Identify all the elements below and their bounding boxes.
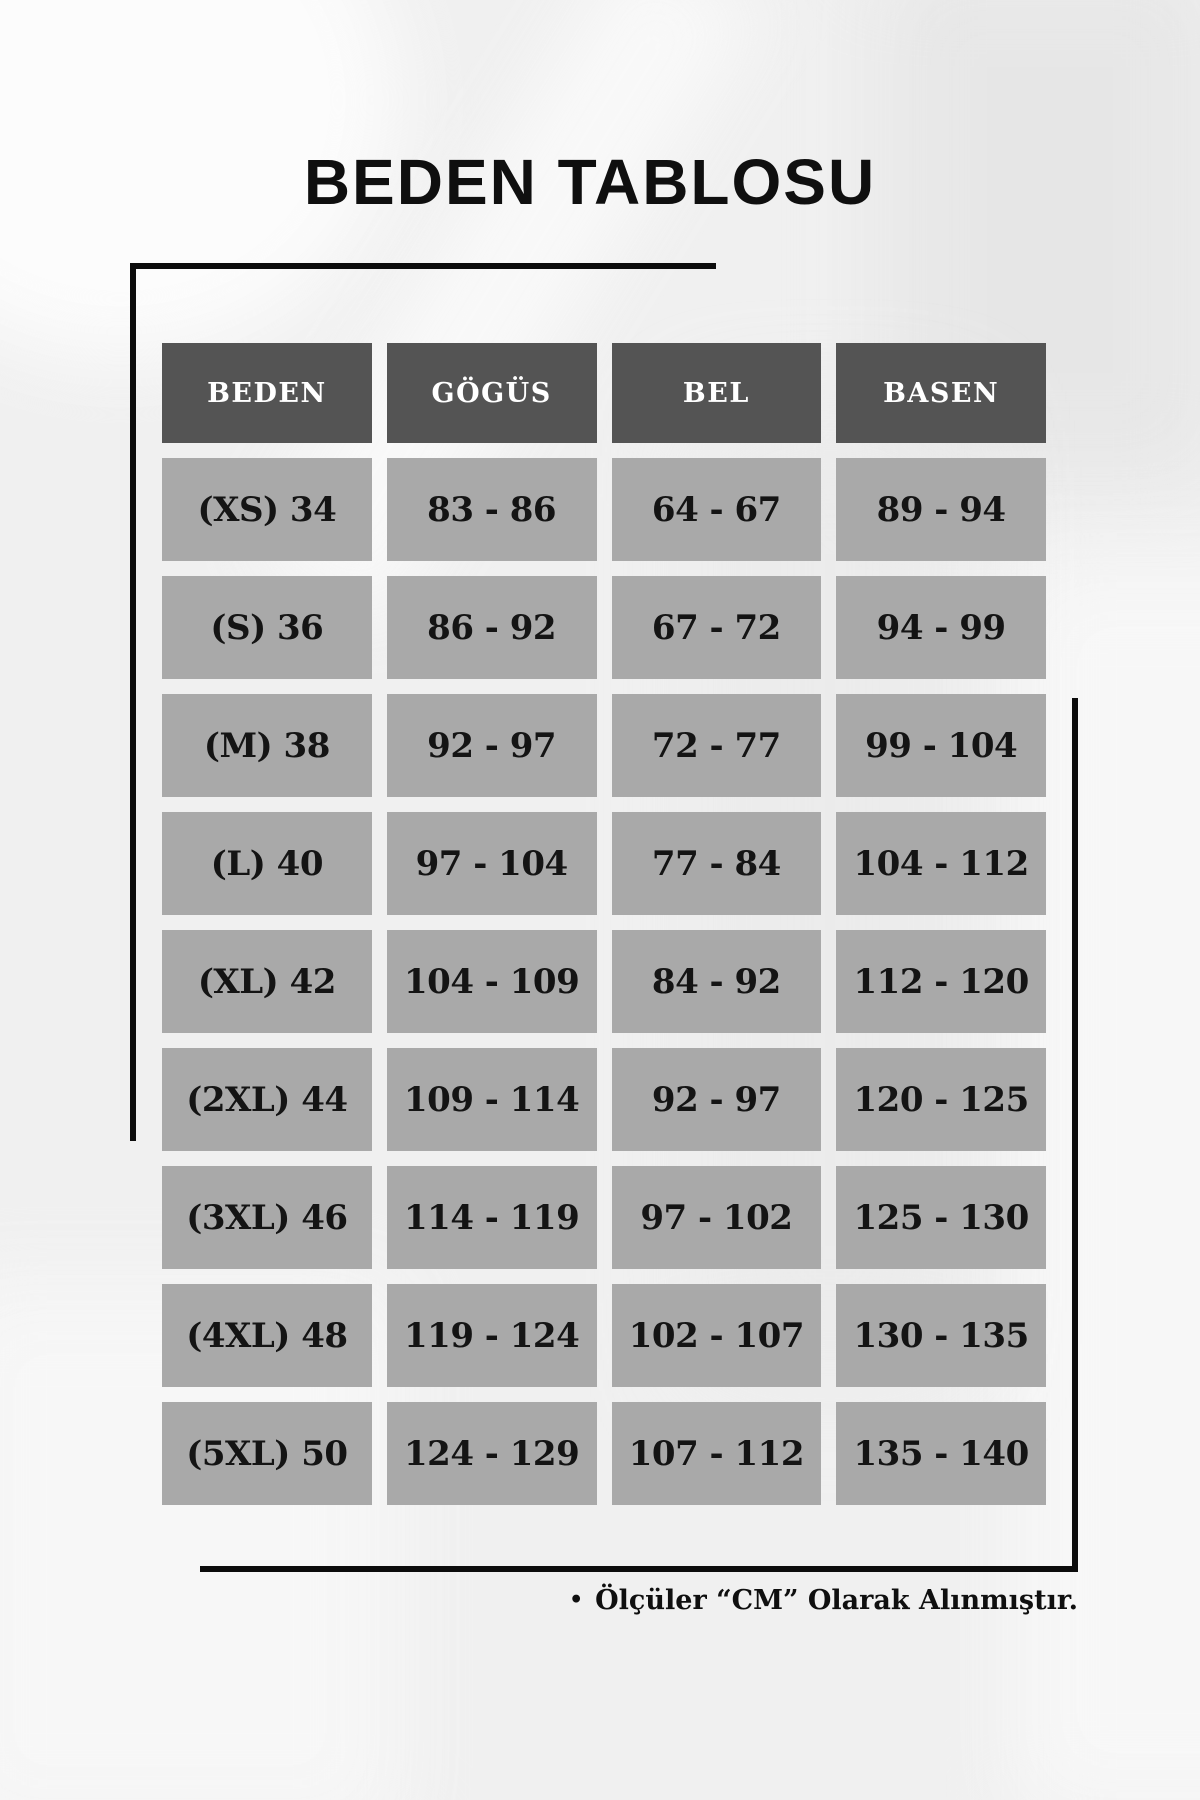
table-cell: 102 - 107 bbox=[611, 1284, 822, 1387]
table-cell: 92 - 97 bbox=[611, 1048, 822, 1151]
table-cell: 83 - 86 bbox=[386, 458, 597, 561]
table-cell: 86 - 92 bbox=[386, 576, 597, 679]
table-cell: 64 - 67 bbox=[611, 458, 822, 561]
header-cell-gogus: GÖGÜS bbox=[386, 343, 597, 443]
table-cell: 94 - 99 bbox=[836, 576, 1046, 679]
table-cell: 119 - 124 bbox=[386, 1284, 597, 1387]
header-cell-beden: BEDEN bbox=[162, 343, 372, 443]
table-cell: 109 - 114 bbox=[386, 1048, 597, 1151]
table-cell: (L) 40 bbox=[162, 812, 372, 915]
table-cell: (5XL) 50 bbox=[162, 1402, 372, 1505]
measurement-note: • Ölçüler “CM” Olarak Alınmıştır. bbox=[400, 1585, 1078, 1616]
table-cell: 107 - 112 bbox=[611, 1402, 822, 1505]
table-cell: 67 - 72 bbox=[611, 576, 822, 679]
table-cell: 124 - 129 bbox=[386, 1402, 597, 1505]
table-cell: (M) 38 bbox=[162, 694, 372, 797]
table-cell: 99 - 104 bbox=[836, 694, 1046, 797]
table-cell: 114 - 119 bbox=[386, 1166, 597, 1269]
table-cell: (XL) 42 bbox=[162, 930, 372, 1033]
table-cell: 92 - 97 bbox=[386, 694, 597, 797]
table-cell: (XS) 34 bbox=[162, 458, 372, 561]
table-cell: 97 - 102 bbox=[611, 1166, 822, 1269]
table-cell: (3XL) 46 bbox=[162, 1166, 372, 1269]
table-cell: 125 - 130 bbox=[836, 1166, 1046, 1269]
header-cell-basen: BASEN bbox=[836, 343, 1046, 443]
table-cell: 84 - 92 bbox=[611, 930, 822, 1033]
size-table: BEDEN GÖGÜS BEL BASEN (XS) 34 83 - 86 64… bbox=[162, 343, 1046, 1505]
table-cell: 72 - 77 bbox=[611, 694, 822, 797]
bullet-icon: • bbox=[569, 1587, 584, 1613]
corner-line-top-left bbox=[130, 263, 716, 1141]
table-cell: (S) 36 bbox=[162, 576, 372, 679]
table-cell: 135 - 140 bbox=[836, 1402, 1046, 1505]
page-title: BEDEN TABLOSU bbox=[303, 145, 877, 218]
table-cell: 97 - 104 bbox=[386, 812, 597, 915]
table-cell: 77 - 84 bbox=[611, 812, 822, 915]
table-cell: 120 - 125 bbox=[836, 1048, 1046, 1151]
table-cell: (4XL) 48 bbox=[162, 1284, 372, 1387]
table-cell: (2XL) 44 bbox=[162, 1048, 372, 1151]
corner-line-bottom-right bbox=[200, 698, 1078, 1572]
measurement-note-text: Ölçüler “CM” Olarak Alınmıştır. bbox=[595, 1585, 1078, 1616]
table-cell: 112 - 120 bbox=[836, 930, 1046, 1033]
table-cell: 89 - 94 bbox=[836, 458, 1046, 561]
table-cell: 104 - 109 bbox=[386, 930, 597, 1033]
table-cell: 104 - 112 bbox=[836, 812, 1046, 915]
table-cell: 130 - 135 bbox=[836, 1284, 1046, 1387]
header-cell-bel: BEL bbox=[611, 343, 822, 443]
